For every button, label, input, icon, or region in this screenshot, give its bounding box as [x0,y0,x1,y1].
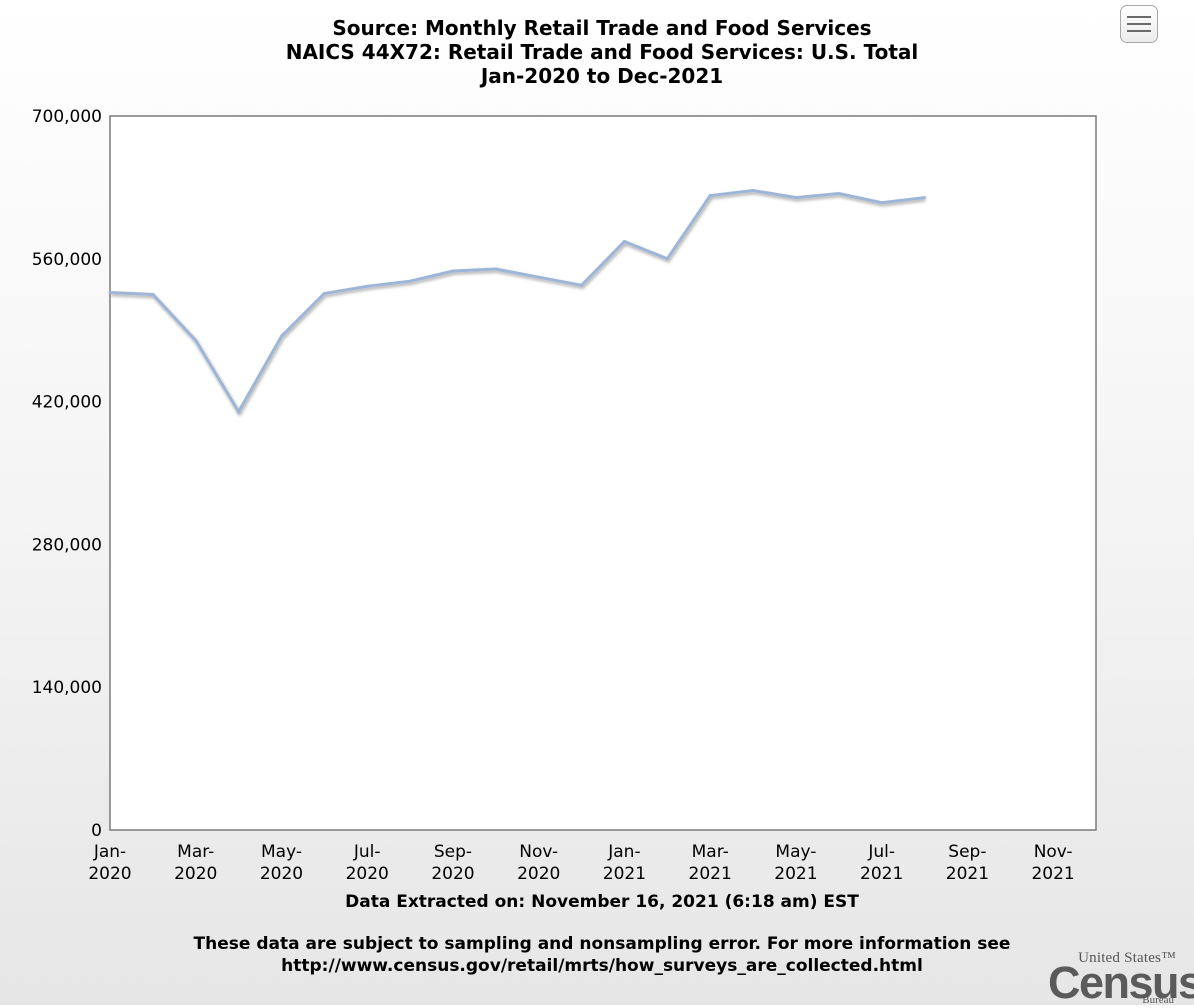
series-layer [108,188,926,415]
sampling-error-text: These data are subject to sampling and n… [193,934,1011,954]
data-point [365,284,369,288]
data-point [537,275,541,279]
y-tick-label: 140,000 [32,678,102,698]
x-tick-label-month: Mar- [177,842,214,862]
census-bureau-logo: United States™ Census Bureau [1048,950,1194,1006]
chart-title-block: Source: Monthly Retail Trade and Food Se… [0,16,1194,88]
data-point [237,410,241,414]
hamburger-menu-icon-bar [1127,30,1151,32]
x-tick-label-year: 2020 [174,864,217,884]
y-tick-label: 0 [91,821,102,841]
series-line [109,188,925,415]
data-point [494,267,498,271]
data-point [751,189,755,192]
x-tick-label-month: May- [775,842,816,862]
logo-top-text: United States™ [1078,950,1176,966]
data-point [151,293,155,296]
x-axis: Jan-2020Mar-2020May-2020Jul-2020Sep-2020… [88,842,1074,884]
hamburger-menu-icon [1127,16,1151,18]
y-tick-label: 700,000 [32,107,102,127]
chart-title: Source: Monthly Retail Trade and Food Se… [332,16,872,40]
chart-menu-button[interactable] [1120,5,1158,43]
chart-subtitle: NAICS 44X72: Retail Trade and Food Servi… [285,40,919,64]
chart-period: Jan-2020 to Dec-2021 [480,64,724,88]
logo-word: Census [1048,957,1194,1008]
x-tick-label-year: 2021 [689,864,732,884]
x-tick-label-year: 2020 [88,864,131,884]
x-tick-label-month: Jul- [353,842,381,862]
x-tick-label-year: 2020 [346,864,389,884]
line-chart: 0 140,000 280,000 420,000 560,000 700,000 Jan… [32,107,1097,884]
x-tick-label-year: 2021 [860,864,903,884]
data-point [665,257,669,261]
plot-area [109,115,1097,831]
sampling-error-note: These data are subject to sampling and n… [0,933,1194,977]
data-extracted-note: Data Extracted on: November 16, 2021 (6:… [345,892,859,912]
x-tick-label-month: Jul- [867,842,895,862]
x-tick-label-month: Jan- [607,842,640,862]
data-point [451,269,455,273]
data-point [837,192,841,195]
data-point [708,194,712,198]
data-point [622,240,626,243]
hamburger-menu-icon-bar [1127,23,1151,25]
y-axis: 0 140,000 280,000 420,000 560,000 700,000 [32,107,102,841]
y-tick-label: 280,000 [32,535,102,555]
y-tick-label: 560,000 [32,250,102,270]
x-tick-label-month: Mar- [692,842,729,862]
x-tick-label-month: Sep- [434,842,472,862]
x-tick-label-year: 2021 [1031,864,1074,884]
x-tick-label-year: 2021 [774,864,817,884]
x-tick-label-month: Nov- [519,842,558,862]
survey-methodology-link[interactable]: http://www.census.gov/retail/mrts/how_su… [281,956,923,976]
x-tick-label-month: Sep- [948,842,986,862]
x-tick-label-year: 2020 [260,864,303,884]
x-tick-label-year: 2020 [517,864,560,884]
data-point [322,292,326,295]
x-tick-label-month: Nov- [1034,842,1073,862]
x-tick-label-year: 2021 [946,864,989,884]
data-point [108,291,112,294]
data-point [194,338,198,342]
y-tick-label: 420,000 [32,393,102,413]
x-tick-label-month: Jan- [93,842,126,862]
data-point [408,279,412,283]
data-point [880,201,884,205]
data-point [794,196,798,200]
data-point [280,334,283,338]
data-point [923,196,926,200]
x-tick-label-month: May- [261,842,302,862]
x-tick-label-year: 2020 [431,864,474,884]
data-point [580,283,584,287]
x-tick-label-year: 2021 [603,864,646,884]
logo-bottom-text: Bureau [1142,994,1174,1006]
